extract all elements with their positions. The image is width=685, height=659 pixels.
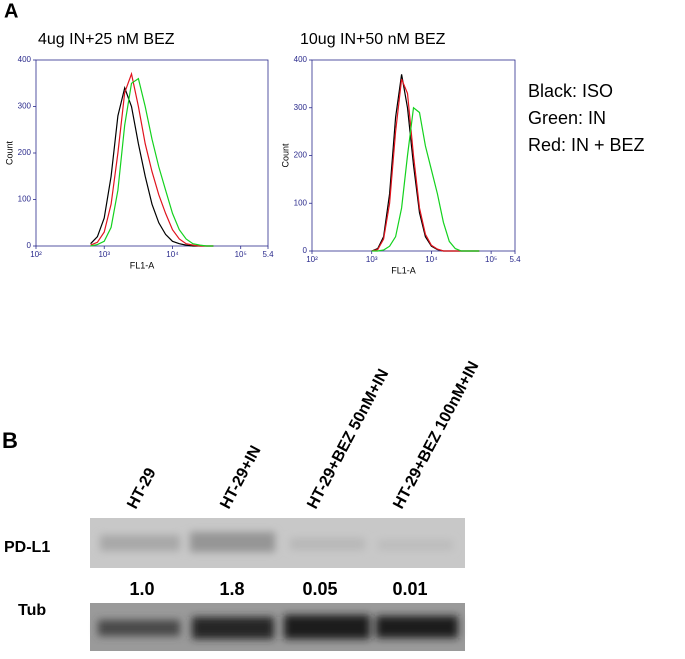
lane-labels: HT-29 HT-29+IN HT-29+BEZ 50nM+IN HT-29+B… bbox=[124, 359, 482, 512]
x-axis-label: FL1-A bbox=[391, 265, 416, 275]
x-tick-label: 10⁴ bbox=[425, 255, 438, 264]
x-tick-label: 10² bbox=[306, 255, 318, 264]
histogram-line bbox=[90, 71, 214, 247]
x-tick-label: 10⁵ bbox=[485, 255, 497, 264]
lane-label: HT-29+BEZ 100nM+IN bbox=[390, 359, 482, 512]
x-tick-label: 5.4 bbox=[509, 255, 521, 264]
x-tick-label: 10³ bbox=[98, 250, 110, 259]
quantification: 1.0 bbox=[129, 579, 154, 599]
histogram-line bbox=[90, 77, 214, 247]
x-tick-label: 5.4 bbox=[262, 250, 274, 259]
band bbox=[100, 535, 180, 551]
y-tick-label: 400 bbox=[294, 55, 308, 64]
histogram-line bbox=[371, 106, 480, 252]
y-tick-label: 100 bbox=[294, 198, 308, 207]
band bbox=[192, 617, 274, 639]
panel-label: B bbox=[2, 428, 18, 453]
y-tick-label: 200 bbox=[18, 148, 32, 157]
y-tick-label: 0 bbox=[303, 246, 308, 255]
lane-label: HT-29+IN bbox=[217, 443, 264, 512]
band bbox=[290, 538, 365, 550]
band bbox=[376, 616, 458, 638]
plot-frame bbox=[35, 59, 269, 247]
band bbox=[190, 532, 275, 552]
y-tick-label: 200 bbox=[294, 151, 308, 160]
band bbox=[98, 620, 180, 636]
y-axis-label: Count bbox=[4, 141, 14, 166]
x-tick-label: 10² bbox=[30, 250, 42, 259]
chart-title: 4ug IN+25 nM BEZ bbox=[38, 31, 175, 48]
blot-pdl1 bbox=[90, 518, 465, 568]
row-label: Tub bbox=[18, 602, 46, 619]
x-axis-label: FL1-A bbox=[130, 260, 155, 270]
legend-entry: Red: IN + BEZ bbox=[528, 135, 645, 155]
histogram-line bbox=[371, 78, 480, 252]
histogram-line bbox=[90, 85, 214, 247]
y-tick-label: 0 bbox=[27, 241, 32, 250]
x-tick-label: 10³ bbox=[366, 255, 378, 264]
quantification: 0.05 bbox=[302, 579, 337, 599]
row-label: PD-L1 bbox=[4, 539, 50, 556]
quantification: 1.8 bbox=[219, 579, 244, 599]
lane-label: HT-29+BEZ 50nM+IN bbox=[304, 366, 392, 511]
panel-label: A bbox=[4, 0, 18, 22]
histogram-line bbox=[371, 74, 480, 252]
y-tick-label: 300 bbox=[18, 102, 32, 111]
band bbox=[378, 540, 453, 550]
y-axis-label: Count bbox=[280, 143, 290, 168]
blot-tub bbox=[90, 603, 465, 651]
y-tick-label: 100 bbox=[18, 195, 32, 204]
chart-title: 10ug IN+50 nM BEZ bbox=[300, 31, 446, 48]
y-tick-label: 400 bbox=[18, 55, 32, 64]
quantification: 0.01 bbox=[392, 579, 427, 599]
x-tick-label: 10⁵ bbox=[235, 250, 247, 259]
legend-entry: Green: IN bbox=[528, 108, 606, 128]
y-tick-label: 300 bbox=[294, 103, 308, 112]
lane-label: HT-29 bbox=[124, 465, 160, 512]
legend-entry: Black: ISO bbox=[528, 81, 613, 101]
band bbox=[284, 615, 370, 639]
x-tick-label: 10⁴ bbox=[166, 250, 179, 259]
